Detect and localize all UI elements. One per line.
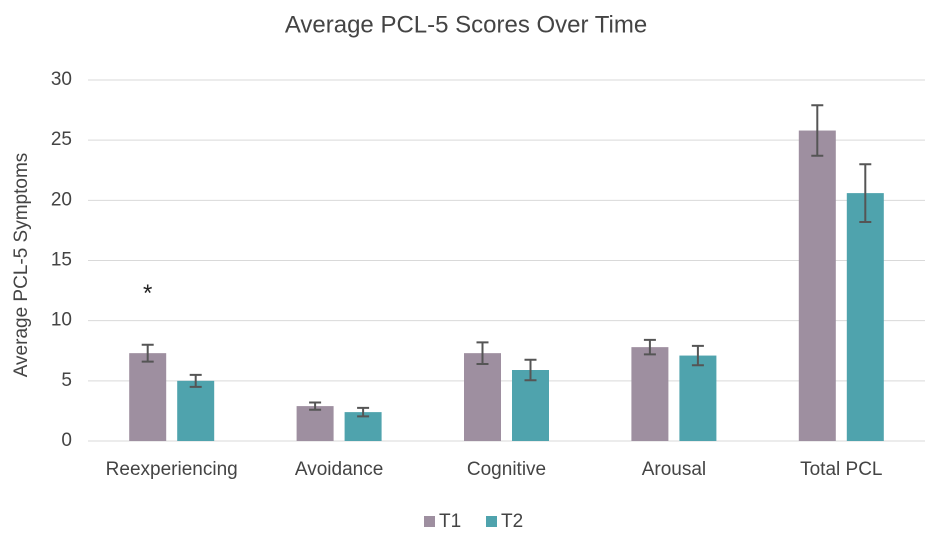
bar <box>177 380 215 441</box>
bar <box>129 353 167 441</box>
error-bar <box>859 163 872 223</box>
error-bar <box>811 104 824 157</box>
legend-swatch <box>424 516 435 527</box>
x-tick-label: Total PCL <box>800 459 882 480</box>
error-bar <box>141 343 154 363</box>
y-tick-label: 10 <box>51 310 72 331</box>
y-tick-label: 5 <box>61 370 72 391</box>
bar <box>631 347 669 441</box>
bar <box>464 353 501 441</box>
y-tick-label: 20 <box>51 189 72 210</box>
error-bar <box>643 338 656 356</box>
annotation: * <box>143 280 152 307</box>
error-bar <box>476 341 489 365</box>
chart-title: Average PCL-5 Scores Over Time <box>285 11 647 38</box>
bar <box>679 355 717 441</box>
y-tick-label: 25 <box>51 129 72 150</box>
bar <box>846 193 884 441</box>
x-tick-label: Avoidance <box>295 459 383 480</box>
legend-label: T1 <box>439 511 461 532</box>
bar <box>798 130 836 442</box>
legend-label: T2 <box>501 511 523 532</box>
y-tick-label: 15 <box>51 250 72 271</box>
x-tick-label: Reexperiencing <box>106 459 238 480</box>
bar <box>296 406 334 441</box>
y-axis-label: Average PCL-5 Symptoms <box>11 153 32 378</box>
error-bar <box>309 401 322 411</box>
x-tick-label: Cognitive <box>467 459 546 480</box>
error-bar <box>189 373 202 388</box>
legend-swatch <box>486 516 497 527</box>
y-tick-label: 30 <box>51 69 72 90</box>
error-bar <box>691 344 704 367</box>
bar <box>512 370 549 441</box>
error-bar <box>357 406 370 418</box>
error-bar <box>524 358 537 382</box>
y-tick-label: 0 <box>61 430 72 451</box>
x-tick-label: Arousal <box>642 459 706 480</box>
